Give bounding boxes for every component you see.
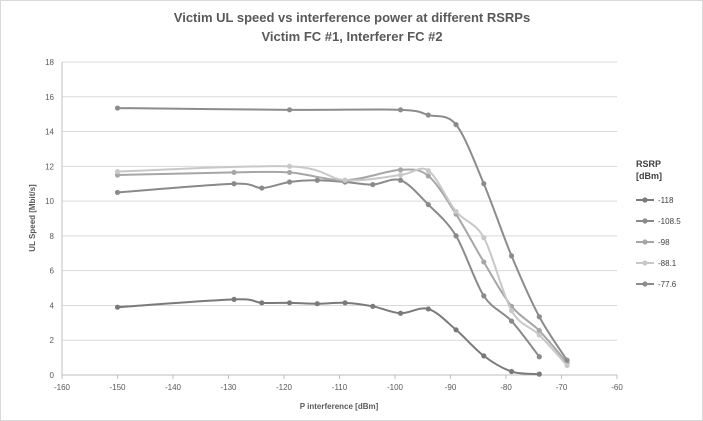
series-point-0: [259, 300, 265, 306]
axes: 0 2 4 6 8 10 12 14 16 18 -160 -150 -140 -130 -120 -110 -…: [45, 58, 623, 392]
series-point-0: [397, 310, 404, 316]
series-point-2: [231, 169, 237, 176]
x-tick-label: -90: [445, 383, 457, 392]
series-point-1: [453, 233, 459, 239]
series-point-4: [425, 112, 431, 118]
legend-swatch-marker: [642, 239, 648, 245]
legend-swatch-marker: [642, 197, 648, 203]
series-point-4: [114, 105, 121, 111]
legend-swatch-marker: [642, 281, 648, 287]
series-point-0: [114, 304, 121, 310]
x-tick-label: -60: [611, 383, 623, 392]
series-point-3: [286, 163, 293, 169]
legend-entry-label: -118: [658, 196, 674, 205]
x-axis-label: P interference [dBm]: [300, 402, 379, 411]
series-point-1: [481, 293, 487, 299]
legend-swatch-marker: [642, 260, 648, 266]
y-tick-label: 2: [50, 336, 55, 345]
x-tick-label: -120: [276, 383, 293, 392]
series-point-0: [425, 306, 431, 312]
series-point-0: [536, 371, 542, 377]
series-point-0: [286, 300, 293, 306]
series-point-4: [536, 314, 542, 320]
series-point-1: [536, 354, 542, 360]
y-tick-label: 4: [50, 301, 55, 310]
y-tick-label: 14: [45, 128, 54, 137]
series-point-2: [536, 328, 542, 334]
y-tick-label: 10: [45, 197, 54, 206]
series-point-0: [453, 327, 459, 333]
series-point-2: [481, 259, 487, 265]
legend-entry-label: -88.1: [658, 259, 677, 268]
series-point-3: [564, 362, 570, 369]
series-point-1: [314, 177, 320, 183]
series-point-4: [481, 181, 487, 187]
series-point-3: [481, 235, 487, 241]
series-point-0: [342, 300, 348, 306]
y-tick-label: 8: [50, 232, 55, 241]
chart-subtitle: Victim FC #1, Interferer FC #2: [261, 29, 442, 44]
y-axis-label: UL Speed [Mbit/s]: [28, 184, 37, 252]
series-point-3: [114, 168, 121, 175]
legend: RSRP [dBm] -118 -108.5 -98 -88.1 -77.6: [636, 159, 681, 289]
series-point-0: [231, 296, 237, 302]
legend-entry-label: -108.5: [658, 217, 681, 226]
x-tick-label: -150: [109, 383, 126, 392]
series-point-0: [508, 368, 515, 375]
series-point-0: [314, 301, 320, 307]
series-point-0: [481, 353, 487, 359]
series-point-2: [425, 173, 431, 179]
legend-entry-label: -98: [658, 238, 670, 247]
legend-title: RSRP: [636, 159, 661, 169]
series-point-1: [286, 179, 293, 185]
series-point-3: [508, 308, 515, 314]
y-tick-label: 6: [50, 267, 55, 276]
series-point-2: [286, 169, 293, 176]
series-lines: [114, 105, 570, 377]
series-point-1: [397, 177, 404, 183]
series-point-4: [453, 122, 459, 128]
chart-title: Victim UL speed vs interference power at…: [174, 10, 530, 25]
series-point-1: [231, 181, 237, 187]
y-tick-label: 0: [50, 371, 55, 380]
series-point-0: [370, 303, 376, 309]
x-tick-label: -160: [54, 383, 71, 392]
y-tick-label: 12: [45, 162, 54, 171]
series-point-1: [425, 201, 431, 208]
series-point-4: [397, 107, 404, 113]
legend-entry-label: -77.6: [658, 280, 677, 289]
y-tick-label: 18: [45, 58, 54, 67]
series-point-1: [508, 318, 515, 324]
series-point-4: [508, 253, 515, 259]
x-tick-label: -100: [387, 383, 404, 392]
series-point-3: [453, 208, 459, 215]
series-point-1: [114, 189, 121, 196]
series-point-3: [536, 332, 542, 338]
x-tick-label: -80: [500, 383, 512, 392]
legend-title: [dBm]: [636, 171, 662, 181]
series-point-1: [259, 185, 265, 191]
x-tick-label: -70: [556, 383, 568, 392]
x-tick-label: -140: [165, 383, 182, 392]
series-point-3: [425, 168, 431, 174]
series-point-3: [397, 172, 404, 178]
series-point-4: [564, 357, 570, 363]
y-tick-label: 16: [45, 93, 54, 102]
series-point-2: [397, 167, 404, 173]
legend-swatch-marker: [642, 218, 648, 224]
series-point-4: [286, 107, 293, 113]
x-tick-label: -130: [220, 383, 237, 392]
series-point-3: [342, 177, 348, 183]
series-point-1: [370, 181, 376, 188]
x-tick-label: -110: [332, 383, 348, 392]
